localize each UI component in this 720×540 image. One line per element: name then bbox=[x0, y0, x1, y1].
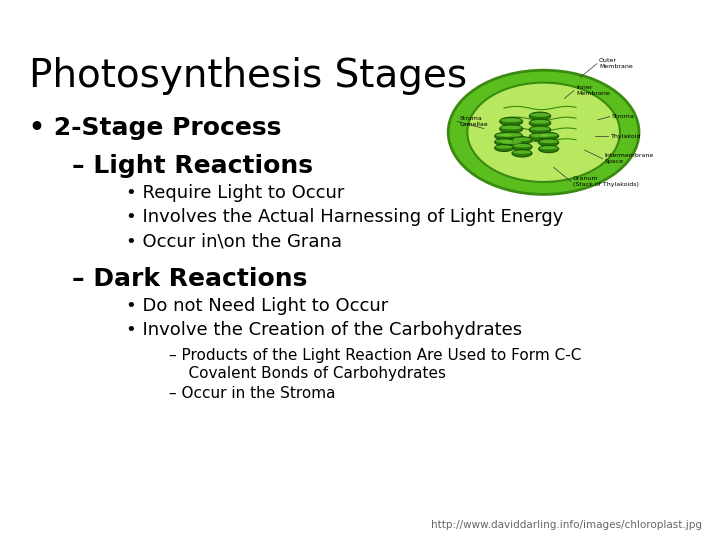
Text: Outer
Membrane: Outer Membrane bbox=[599, 58, 633, 69]
Ellipse shape bbox=[500, 117, 523, 126]
Ellipse shape bbox=[495, 139, 513, 143]
Text: Thylakoid: Thylakoid bbox=[611, 133, 641, 139]
Ellipse shape bbox=[513, 144, 531, 147]
Ellipse shape bbox=[529, 133, 551, 141]
Text: – Products of the Light Reaction Are Used to Form C-C
    Covalent Bonds of Carb: – Products of the Light Reaction Are Use… bbox=[169, 348, 582, 381]
Ellipse shape bbox=[530, 113, 550, 117]
Ellipse shape bbox=[495, 132, 513, 139]
Ellipse shape bbox=[529, 119, 551, 127]
Ellipse shape bbox=[539, 139, 559, 146]
Ellipse shape bbox=[529, 112, 551, 120]
Text: http://www.daviddarling.info/images/chloroplast.jpg: http://www.daviddarling.info/images/chlo… bbox=[431, 520, 702, 530]
Text: Stroma: Stroma bbox=[612, 114, 635, 119]
Text: Photosynthesis Stages: Photosynthesis Stages bbox=[29, 57, 467, 94]
Ellipse shape bbox=[529, 126, 551, 134]
Ellipse shape bbox=[512, 150, 532, 157]
Ellipse shape bbox=[539, 140, 558, 143]
Ellipse shape bbox=[467, 83, 620, 182]
Ellipse shape bbox=[530, 120, 550, 124]
Ellipse shape bbox=[495, 145, 513, 149]
Ellipse shape bbox=[530, 127, 550, 131]
Ellipse shape bbox=[495, 145, 513, 152]
Text: Stroma
Lamellae: Stroma Lamellae bbox=[459, 116, 488, 127]
Ellipse shape bbox=[501, 133, 521, 137]
Ellipse shape bbox=[512, 137, 532, 144]
Text: – Occur in the Stroma: – Occur in the Stroma bbox=[169, 386, 336, 401]
Text: • 2-Stage Process: • 2-Stage Process bbox=[29, 116, 282, 140]
Text: • Do not Need Light to Occur: • Do not Need Light to Occur bbox=[126, 297, 388, 315]
Ellipse shape bbox=[501, 140, 521, 144]
Ellipse shape bbox=[539, 145, 559, 153]
Ellipse shape bbox=[513, 138, 531, 141]
Text: Intermembrane
Space: Intermembrane Space bbox=[605, 153, 654, 164]
Ellipse shape bbox=[501, 126, 521, 130]
Text: Granum
(Stack of Thylakoids): Granum (Stack of Thylakoids) bbox=[573, 176, 639, 187]
Ellipse shape bbox=[539, 133, 558, 137]
Ellipse shape bbox=[448, 70, 639, 194]
Ellipse shape bbox=[513, 151, 531, 154]
Ellipse shape bbox=[512, 143, 532, 151]
Ellipse shape bbox=[495, 139, 513, 146]
Text: • Occur in\on the Grana: • Occur in\on the Grana bbox=[126, 232, 342, 250]
Text: • Involves the Actual Harnessing of Light Energy: • Involves the Actual Harnessing of Ligh… bbox=[126, 208, 563, 226]
Ellipse shape bbox=[500, 132, 523, 140]
Text: Inner
Membrane: Inner Membrane bbox=[576, 85, 610, 96]
Ellipse shape bbox=[500, 125, 523, 133]
Text: • Involve the Creation of the Carbohydrates: • Involve the Creation of the Carbohydra… bbox=[126, 321, 522, 339]
Text: – Dark Reactions: – Dark Reactions bbox=[72, 267, 307, 291]
Ellipse shape bbox=[530, 134, 550, 137]
Text: • Require Light to Occur: • Require Light to Occur bbox=[126, 184, 344, 201]
Ellipse shape bbox=[501, 118, 521, 122]
Text: – Light Reactions: – Light Reactions bbox=[72, 154, 313, 178]
Ellipse shape bbox=[500, 139, 523, 148]
Ellipse shape bbox=[539, 146, 558, 150]
Ellipse shape bbox=[539, 132, 559, 140]
Ellipse shape bbox=[495, 133, 513, 137]
